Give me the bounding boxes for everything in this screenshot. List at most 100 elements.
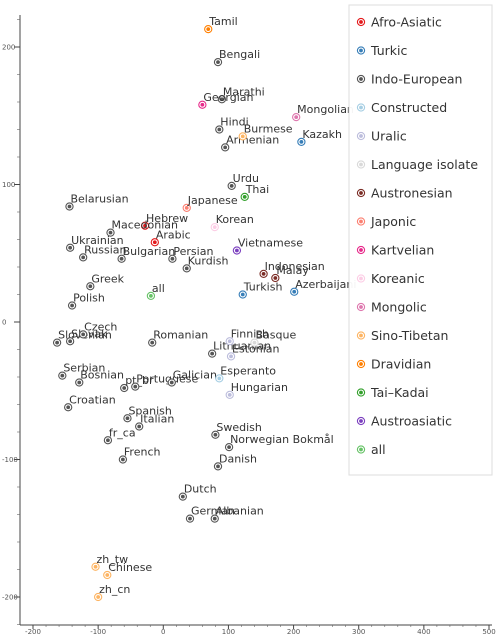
legend-label-austronesian: Austronesian [371,186,453,201]
point-russian[interactable] [81,255,86,260]
point-label-kazakh: Kazakh [302,128,342,141]
point-fr-ca[interactable] [106,438,110,443]
point-indonesian[interactable] [261,271,266,276]
point-portuguese[interactable] [133,384,138,389]
legend: Afro-Asiatic Turkic Indo-European Construct… [348,4,493,476]
point-italian[interactable] [137,424,142,429]
point-belarusian[interactable] [67,204,72,209]
point-swedish[interactable] [213,432,218,437]
legend-label-afro-asiatic: Afro-Asiatic [371,15,442,30]
point-label-basque: Basque [255,329,296,342]
point-urdu[interactable] [229,183,234,188]
point-danish[interactable] [216,464,220,469]
legend-label-sino-tibetan: Sino-Tibetan [371,328,448,343]
point-slovak[interactable] [68,339,73,344]
point-label-german: German [191,505,235,518]
point-all[interactable] [149,293,153,298]
point-german[interactable] [188,516,192,521]
point-malay[interactable] [273,276,278,280]
point-albanian[interactable] [212,516,217,521]
point-kazakh[interactable] [299,139,304,144]
point-bengali[interactable] [216,60,220,65]
point-zh-cn[interactable] [96,595,101,599]
point-label-burmese: Burmese [244,122,293,135]
point-hungarian[interactable] [227,392,232,397]
point-french[interactable] [120,457,125,462]
point-slovenian[interactable] [55,340,60,345]
point-greek[interactable] [88,284,93,289]
point-serbian[interactable] [60,373,65,378]
point-burmese[interactable] [240,134,245,139]
x-tick-label: 400 [417,628,430,636]
point-pt-br[interactable] [122,386,127,390]
point-croatian[interactable] [66,405,71,410]
legend-label-indo-european: Indo-European [371,72,462,87]
point-basque[interactable] [252,340,257,345]
point-arabic[interactable] [152,240,157,245]
point-czech[interactable] [81,332,86,337]
point-label-tamil: Tamil [208,15,237,28]
legend-label-japonic: Japonic [370,214,416,229]
point-persian[interactable] [170,256,175,261]
point-kurdish[interactable] [184,266,189,271]
legend-label-language-isolate: Language isolate [371,157,478,172]
legend-marker-kartvelian [359,248,363,252]
point-zh-tw[interactable] [93,564,98,569]
point-mongolian[interactable] [294,115,299,120]
point-norwegian-bokm-l[interactable] [227,445,231,450]
legend-marker-indo-european [359,77,363,81]
point-japanese[interactable] [184,205,189,210]
point-dutch[interactable] [180,494,185,499]
point-label-estonian: Estonian [232,342,279,355]
point-hindi[interactable] [217,127,222,132]
point-label-esperanto: Esperanto [220,364,276,377]
point-ukrainian[interactable] [68,245,73,250]
legend-label-all: all [371,442,386,457]
point-label-norwegian-bokm-l: Norwegian Bokmål [230,433,334,446]
point-label-all: all [152,282,165,295]
point-hebrew[interactable] [143,223,147,228]
legend-marker-tai-kadai [359,390,363,395]
point-label-zh-tw: zh_tw [97,553,129,566]
point-spanish[interactable] [125,416,130,421]
legend-label-mongolic: Mongolic [371,300,427,315]
point-label-hindi: Hindi [220,116,248,129]
point-romanian[interactable] [150,340,155,345]
y-tick-label: 200 [2,44,15,52]
point-label-finnish: Finnish [231,327,269,340]
y-tick-label: 0 [2,319,6,327]
point-label-korean: Korean [216,213,254,226]
point-marathi[interactable] [220,97,224,102]
legend-marker-dravidian [359,362,363,366]
point-chinese[interactable] [105,573,110,577]
data-points: Hebrew Arabic Kazakh Turkish Azerbaijani Beng… [52,15,356,602]
point-bosnian[interactable] [77,380,82,385]
legend-label-kartvelian: Kartvelian [371,243,434,258]
point-label-malay: Malay [276,264,309,277]
point-vietnamese[interactable] [234,248,239,253]
legend-label-uralic: Uralic [371,129,407,144]
point-label-thai: Thai [245,183,270,196]
point-galician[interactable] [169,380,174,385]
point-finnish[interactable] [227,339,232,344]
point-label-dutch: Dutch [184,483,217,496]
point-korean[interactable] [212,225,217,230]
point-armenian[interactable] [223,145,228,150]
point-macedonian[interactable] [108,230,113,235]
point-label-bulgarian: Bulgarian [123,245,176,258]
point-label-japanese: Japanese [187,194,238,207]
point-turkish[interactable] [240,292,245,297]
x-tick-label: 300 [352,628,365,636]
point-label-indonesian: Indonesian [265,260,325,273]
point-polish[interactable] [70,303,74,308]
point-estonian[interactable] [229,354,233,359]
point-bulgarian[interactable] [119,256,124,261]
point-azerbaijani[interactable] [292,289,297,294]
point-georgian[interactable] [200,102,205,107]
point-esperanto[interactable] [217,376,222,381]
point-thai[interactable] [242,194,247,199]
point-label-hebrew: Hebrew [146,212,188,225]
point-tamil[interactable] [206,27,211,32]
point-lithuanian[interactable] [210,351,215,356]
